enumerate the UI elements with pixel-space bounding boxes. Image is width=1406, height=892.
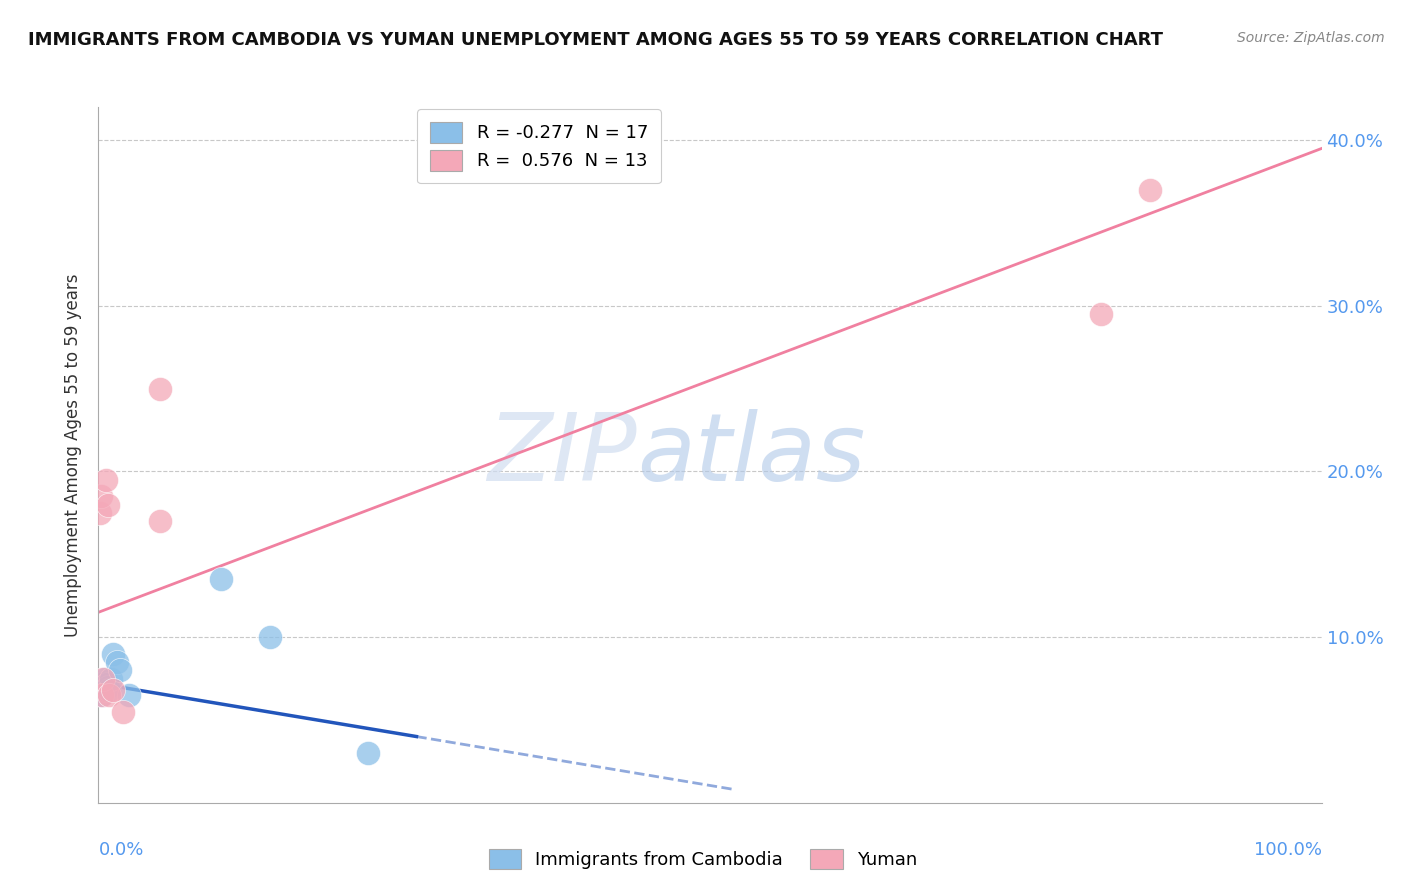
Point [91, 688, 114, 702]
Point [93, 672, 115, 686]
Point [259, 630, 281, 644]
Point [97, 680, 120, 694]
Text: Source: ZipAtlas.com: Source: ZipAtlas.com [1237, 31, 1385, 45]
Text: IMMIGRANTS FROM CAMBODIA VS YUMAN UNEMPLOYMENT AMONG AGES 55 TO 59 YEARS CORRELA: IMMIGRANTS FROM CAMBODIA VS YUMAN UNEMPL… [28, 31, 1163, 49]
Point [118, 688, 141, 702]
Point [110, 663, 132, 677]
Y-axis label: Unemployment Among Ages 55 to 59 years: Unemployment Among Ages 55 to 59 years [65, 273, 83, 637]
Point [89, 683, 111, 698]
Point [1139, 183, 1161, 197]
Point [89, 506, 111, 520]
Point [105, 655, 128, 669]
Point [97, 498, 120, 512]
Point [91, 672, 114, 686]
Point [100, 672, 122, 686]
Point [101, 647, 124, 661]
Text: atlas: atlas [637, 409, 865, 500]
Text: 100.0%: 100.0% [1254, 841, 1322, 859]
Point [209, 572, 232, 586]
Text: 0.0%: 0.0% [98, 841, 143, 859]
Point [149, 382, 172, 396]
Point [90, 489, 112, 503]
Point [101, 683, 124, 698]
Point [111, 705, 134, 719]
Point [149, 514, 172, 528]
Text: ZIP: ZIP [486, 409, 637, 500]
Point [1090, 307, 1112, 321]
Point [98, 683, 121, 698]
Point [91, 688, 114, 702]
Legend: R = -0.277  N = 17, R =  0.576  N = 13: R = -0.277 N = 17, R = 0.576 N = 13 [418, 109, 661, 184]
Point [94, 473, 117, 487]
Legend: Immigrants from Cambodia, Yuman: Immigrants from Cambodia, Yuman [479, 839, 927, 879]
Point [356, 746, 378, 760]
Point [96, 676, 118, 690]
Point [91, 680, 114, 694]
Point [98, 688, 121, 702]
Point [94, 683, 117, 698]
Point [90, 676, 112, 690]
